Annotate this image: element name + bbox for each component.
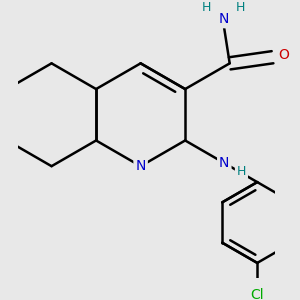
Text: H: H — [237, 165, 246, 178]
Text: Cl: Cl — [250, 288, 264, 300]
Text: O: O — [278, 48, 289, 62]
Text: H: H — [202, 1, 211, 13]
Text: H: H — [236, 1, 245, 13]
Text: N: N — [218, 12, 229, 26]
Text: N: N — [219, 156, 230, 170]
Text: N: N — [135, 159, 146, 173]
